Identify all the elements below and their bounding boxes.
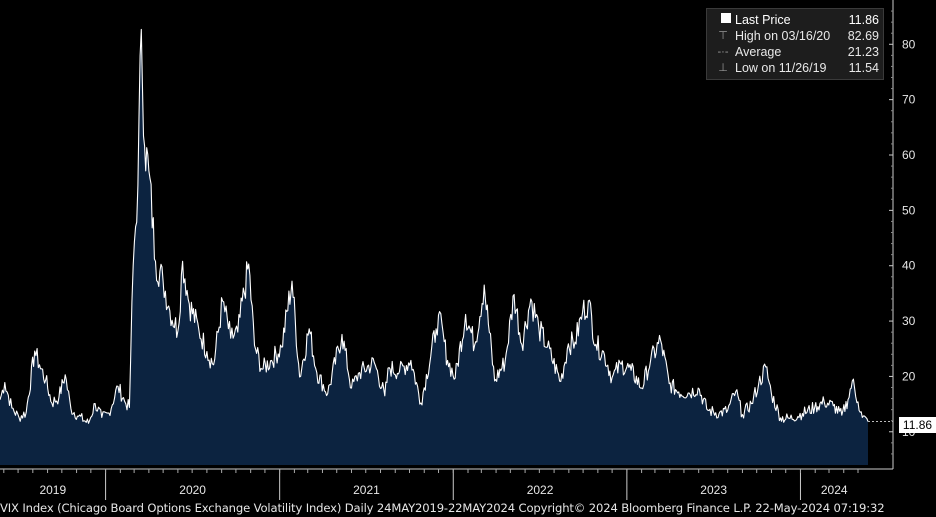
average-marker-icon: -·- xyxy=(717,46,729,58)
axes-layer: 1020304050607080201920202021202220232024 xyxy=(0,0,916,500)
x-tick-label-2022: 2022 xyxy=(527,483,554,497)
y-tick-label-40: 40 xyxy=(902,259,916,273)
legend-average-value: 21.23 xyxy=(847,45,879,59)
chart-footer: VIX Index (Chicago Board Options Exchang… xyxy=(0,501,885,515)
legend-average-label: Average xyxy=(735,45,782,59)
legend-high: ⊤ High on 03/16/20 82.69 xyxy=(711,28,879,44)
line-layer xyxy=(0,28,869,424)
y-tick-label-50: 50 xyxy=(902,203,916,217)
y-tick-label-80: 80 xyxy=(902,37,916,51)
legend-high-label: High on 03/16/20 xyxy=(735,29,831,43)
y-tick-label-70: 70 xyxy=(902,93,916,107)
x-tick-label-2024: 2024 xyxy=(821,483,848,497)
y-tick-label-20: 20 xyxy=(902,369,916,383)
last-price-swatch-icon xyxy=(721,13,731,23)
x-tick-label-2023: 2023 xyxy=(700,483,727,497)
low-marker-icon: ⊥ xyxy=(718,62,728,74)
x-tick-label-2021: 2021 xyxy=(353,483,380,497)
legend-last-price-label: Last Price xyxy=(735,13,791,27)
x-tick-label-2020: 2020 xyxy=(179,483,206,497)
legend-low: ⊥ Low on 11/26/19 11.54 xyxy=(711,60,879,76)
legend-last-price-value: 11.86 xyxy=(848,13,879,27)
legend-high-value: 82.69 xyxy=(847,29,879,43)
series-area xyxy=(0,29,868,466)
series-line xyxy=(0,28,869,424)
legend-average: -·- Average 21.23 xyxy=(711,44,880,60)
legend-last-price: Last Price 11.86 xyxy=(711,12,879,28)
area-layer xyxy=(0,29,868,466)
y-tick-label-30: 30 xyxy=(902,314,916,328)
vix-chart: 1020304050607080201920202021202220232024 xyxy=(0,0,916,500)
chart-legend: Last Price 11.86 ⊤ High on 03/16/20 82.6… xyxy=(706,8,884,80)
legend-low-label: Low on 11/26/19 xyxy=(735,61,827,75)
x-tick-label-2019: 2019 xyxy=(39,483,66,497)
legend-low-value: 11.54 xyxy=(848,61,879,75)
y-tick-label-60: 60 xyxy=(902,148,916,162)
high-marker-icon: ⊤ xyxy=(718,30,728,42)
last-value-tag: 11.86 xyxy=(899,417,936,433)
